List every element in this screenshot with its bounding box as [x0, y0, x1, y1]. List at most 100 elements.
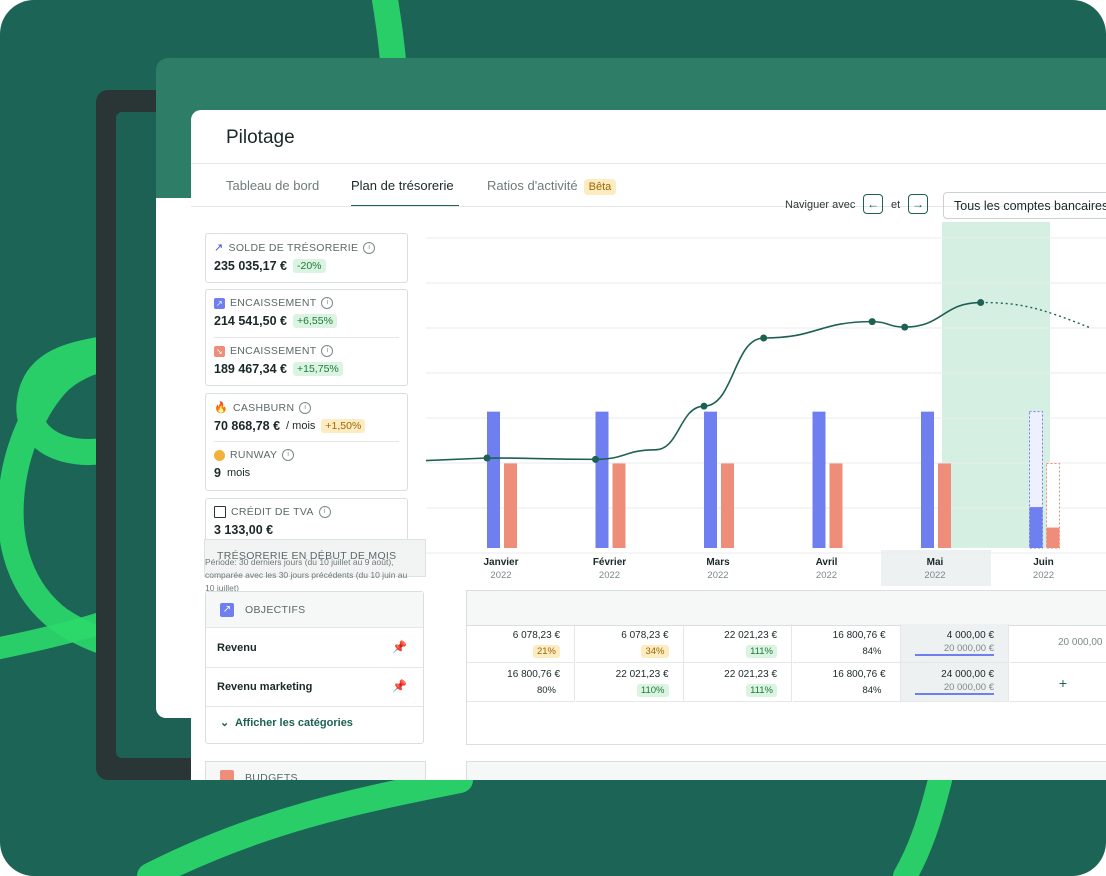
budgets-title: BUDGETS [245, 772, 298, 780]
kpi-solde-value: 235 035,17 € [214, 259, 287, 273]
tab-tableau-de-bord[interactable]: Tableau de bord [226, 178, 320, 193]
progress-bar [915, 693, 994, 695]
objective-row-revenu-marketing[interactable]: Revenu marketing 📌 [206, 667, 423, 707]
trend-up-icon: ↗ [214, 242, 224, 254]
table-cell[interactable]: 16 800,76 € 84% [792, 663, 901, 702]
kpi-cashburn-delta: +1,50% [321, 419, 366, 433]
line-point [592, 455, 599, 463]
table-cell[interactable]: 6 078,23 € 34% [575, 624, 684, 663]
page-title: Pilotage [226, 127, 295, 148]
month-label[interactable]: Janvier 2022 [461, 557, 541, 581]
treasury-line [426, 301, 981, 462]
objectives-header: ↗ OBJECTIFS [206, 592, 423, 628]
cell-value: 22 021,23 € [724, 630, 777, 641]
tabs-divider [191, 206, 1106, 207]
table-cell[interactable]: 6 078,23 € 21% [467, 624, 575, 663]
month-label[interactable]: Février 2022 [570, 557, 650, 581]
cell-percent-badge: 110% [636, 684, 669, 697]
kpi-cashburn-unit: / mois [286, 420, 316, 432]
line-point [977, 299, 985, 307]
tooltip-title: TRÉSORERIE EN DÉBUT DE MOIS [217, 550, 397, 562]
bar-inflow [1029, 507, 1043, 548]
info-icon[interactable]: i [363, 241, 376, 254]
cell-target: 20 000,00 [1058, 637, 1103, 648]
month-name: Janvier [483, 557, 519, 568]
cell-percent-badge: 21% [532, 645, 560, 658]
outflow-icon: ↘ [214, 345, 225, 357]
month-year: 2022 [598, 570, 621, 581]
treasury-chart [426, 222, 1106, 554]
table-cell[interactable]: 4 000,00 € 20 000,00 € [901, 624, 1009, 663]
kpi-cashburn-card[interactable]: 🔥 CASHBURN i 70 868,78 € / mois +1,50% RUNWA… [205, 393, 408, 491]
table-cell[interactable]: 24 000,00 € 20 000,00 € [901, 663, 1009, 702]
table-cell[interactable]: 22 021,23 € 111% [684, 624, 792, 663]
line-point [760, 334, 768, 342]
info-icon[interactable]: i [321, 345, 334, 357]
month-label[interactable]: Juin 2022 [1004, 557, 1084, 581]
kpi-divider [214, 337, 399, 338]
pin-icon[interactable]: 📌 [392, 640, 407, 654]
month-name: Février [592, 557, 627, 568]
info-icon[interactable]: i [282, 449, 295, 461]
table-cell[interactable]: 22 021,23 € 110% [575, 663, 684, 702]
progress-bar [915, 654, 994, 656]
table-cell[interactable]: 22 021,23 € 111% [684, 663, 792, 702]
bar-outflow [938, 463, 951, 548]
chevron-down-icon: ⌄ [220, 717, 230, 729]
tab-plan-de-tresorerie[interactable]: Plan de trésorerie [351, 178, 454, 193]
objectives-table-header [466, 590, 1106, 626]
table-cell[interactable]: + [1009, 663, 1106, 702]
prev-period-button[interactable]: ← [863, 194, 883, 214]
objectives-icon: ↗ [220, 603, 234, 617]
objective-row-revenu[interactable]: Revenu 📌 [206, 628, 423, 668]
info-icon[interactable]: i [318, 506, 331, 518]
bar-inflow [921, 411, 934, 548]
pin-icon[interactable]: 📌 [392, 679, 407, 693]
budgets-icon [220, 770, 234, 780]
kpi-encaissement-out-label: ENCAISSEMENT [230, 345, 317, 357]
kpi-tva-card[interactable]: CRÉDIT DE TVA i 3 133,00 € [205, 498, 408, 547]
kpi-divider [214, 441, 399, 442]
cell-value: 16 800,76 € [832, 630, 886, 641]
kpi-encaissement-card[interactable]: ↗ ENCAISSEMENT i 214 541,50 € +6,55% ↘ ENCAI… [205, 289, 408, 386]
info-icon[interactable]: i [299, 401, 312, 414]
cell-value: 24 000,00 € [941, 669, 994, 680]
bank-account-select[interactable]: Tous les comptes bancaires [943, 192, 1106, 219]
next-period-button[interactable]: → [908, 194, 928, 214]
kpi-encaissement-out-value: 189 467,34 € [214, 362, 287, 376]
cell-value: 22 021,23 € [615, 669, 669, 680]
month-year: 2022 [490, 570, 512, 581]
info-icon[interactable]: i [321, 297, 334, 309]
kpi-runway-label: RUNWAY [230, 449, 278, 461]
kpi-encaissement-in-label: ENCAISSEMENT [230, 297, 317, 309]
line-point [901, 323, 909, 331]
bar-inflow [704, 411, 717, 548]
objective-name: Revenu [217, 642, 257, 654]
tooltip-header: TRÉSORERIE EN DÉBUT DE MOIS [204, 539, 426, 577]
month-year: 2022 [707, 570, 729, 581]
objective-name: Revenu marketing [217, 681, 313, 693]
add-objective-icon[interactable]: + [1058, 675, 1068, 691]
tooltip-description: Période: 30 derniers jours (du 10 juille… [205, 557, 408, 593]
kpi-solde-card[interactable]: ↗ SOLDE DE TRÉSORERIE i 235 035,17 € -20% [205, 233, 408, 283]
kpi-encaissement-in-value: 214 541,50 € [214, 314, 287, 328]
table-cell[interactable]: 16 800,76 € 84% [792, 624, 901, 663]
table-cell[interactable]: 20 000,00 [1009, 624, 1106, 663]
tab-ratios-activite[interactable]: Ratios d'activité Bêta [487, 178, 617, 195]
bar-outflow [1046, 527, 1060, 548]
objectives-table: 6 078,23 € 21% 6 078,23 € 34% 22 021,23 € 111… [466, 624, 1106, 745]
kpi-solde-label: SOLDE DE TRÉSORERIE [228, 241, 359, 254]
month-label[interactable]: Mai 2022 [895, 557, 975, 581]
line-point [868, 318, 876, 326]
line-point [483, 454, 491, 462]
table-cell[interactable]: 16 800,76 € 80% [467, 663, 575, 702]
month-label[interactable]: Avril 2022 [787, 557, 867, 581]
month-label[interactable]: Mars 2022 [678, 557, 758, 581]
bar-inflow [595, 411, 609, 548]
cell-target: 20 000,00 € [943, 682, 994, 693]
show-categories-button[interactable]: ⌄ Afficher les catégories [220, 716, 353, 729]
cell-percent-badge: 84% [862, 685, 882, 696]
budgets-header[interactable]: BUDGETS [205, 761, 426, 780]
month-year: 2022 [924, 570, 946, 581]
cell-percent-badge: 34% [641, 645, 669, 658]
